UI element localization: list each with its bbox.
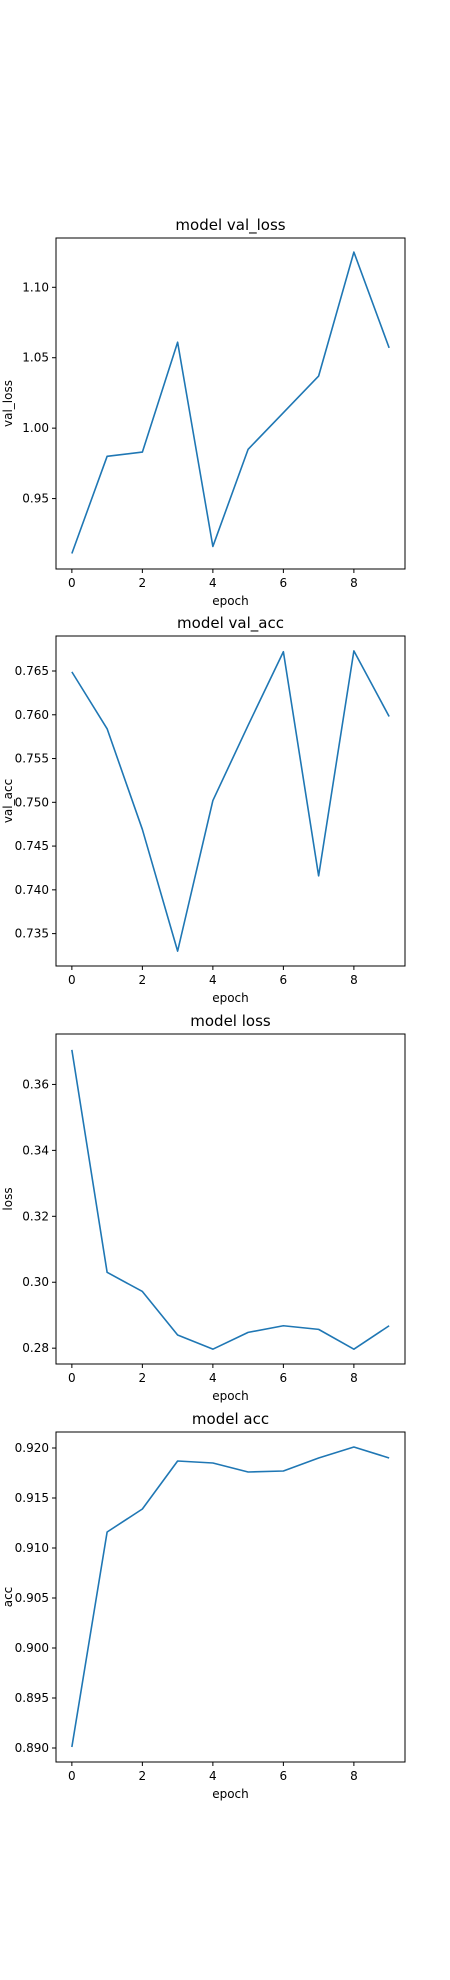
y-tick-label: 1.00 [22,421,49,435]
series-line [71,251,390,554]
plot-frame [55,237,406,570]
subplot-loss: model loss epoch loss 0 2 4 6 8 0.28 0.30 0.32 0… [1,1012,406,1403]
y-tick-label: 0.755 [15,752,49,766]
x-tick-label: 6 [280,1371,288,1385]
x-tick-label: 8 [350,1371,358,1385]
x-tick-label: 2 [139,1769,147,1783]
y-tick-label: 0.32 [22,1209,49,1223]
x-tick-label: 6 [280,576,288,590]
x-tick-label: 8 [350,973,358,987]
y-tick-label: 0.735 [15,927,49,941]
y-tick-label: 1.05 [22,351,49,365]
x-tick-label: 2 [139,1371,147,1385]
y-axis-label: val_acc [1,779,15,823]
subplot-acc: model acc epoch acc 0 2 4 6 8 0.890 0.895 0.900… [1,1410,406,1801]
subplot-val-acc: model val_acc epoch val_acc 0 2 4 6 8 0.735 0.… [1,614,406,1005]
x-axis-label: epoch [212,1389,249,1403]
x-tick-label: 0 [68,1769,76,1783]
y-tick-label: 0.36 [22,1077,49,1091]
y-tick-label: 0.920 [15,1441,49,1455]
y-tick-label: 0.745 [15,839,49,853]
x-axis-label: epoch [212,991,249,1005]
chart-title: model val_acc [177,614,284,633]
x-tick-label: 6 [280,973,288,987]
y-tick-label: 1.10 [22,280,49,294]
x-axis-label: epoch [212,1787,249,1801]
y-tick-label: 0.915 [15,1491,49,1505]
x-tick-label: 6 [280,1769,288,1783]
plot-frame [55,635,406,967]
chart-title: model acc [192,1410,269,1428]
x-tick-label: 0 [68,973,76,987]
y-tick-label: 0.905 [15,1591,49,1605]
x-axis-label: epoch [212,594,249,608]
x-tick-label: 2 [139,973,147,987]
x-tick-label: 8 [350,1769,358,1783]
x-tick-label: 4 [209,576,217,590]
y-tick-label: 0.765 [15,664,49,678]
y-axis-label: acc [1,1587,15,1608]
plot-frame [55,1033,406,1365]
chart-title: model loss [190,1012,271,1030]
series-line [71,1049,390,1350]
y-tick-label: 0.740 [15,883,49,897]
y-tick-label: 0.750 [15,795,49,809]
x-tick-label: 4 [209,1769,217,1783]
y-tick-label: 0.34 [22,1143,49,1157]
y-tick-label: 0.910 [15,1541,49,1555]
chart-title: model val_loss [175,216,285,235]
y-tick-label: 0.895 [15,1691,49,1705]
series-line [71,1446,390,1748]
y-tick-label: 0.890 [15,1741,49,1755]
x-tick-label: 2 [139,576,147,590]
plot-frame [55,1431,406,1763]
x-tick-label: 0 [68,1371,76,1385]
y-tick-label: 0.28 [22,1341,49,1355]
y-tick-label: 0.900 [15,1641,49,1655]
x-tick-label: 4 [209,973,217,987]
y-tick-label: 0.30 [22,1275,49,1289]
subplot-val-loss: model val_loss epoch val_loss 0 2 4 6 8 0.95 1… [1,216,406,608]
x-tick-label: 0 [68,576,76,590]
x-tick-label: 4 [209,1371,217,1385]
x-tick-label: 8 [350,576,358,590]
y-axis-label: loss [1,1187,15,1210]
y-tick-label: 0.95 [22,492,49,506]
series-line [71,650,390,952]
y-axis-label: val_loss [1,380,15,427]
y-tick-label: 0.760 [15,708,49,722]
